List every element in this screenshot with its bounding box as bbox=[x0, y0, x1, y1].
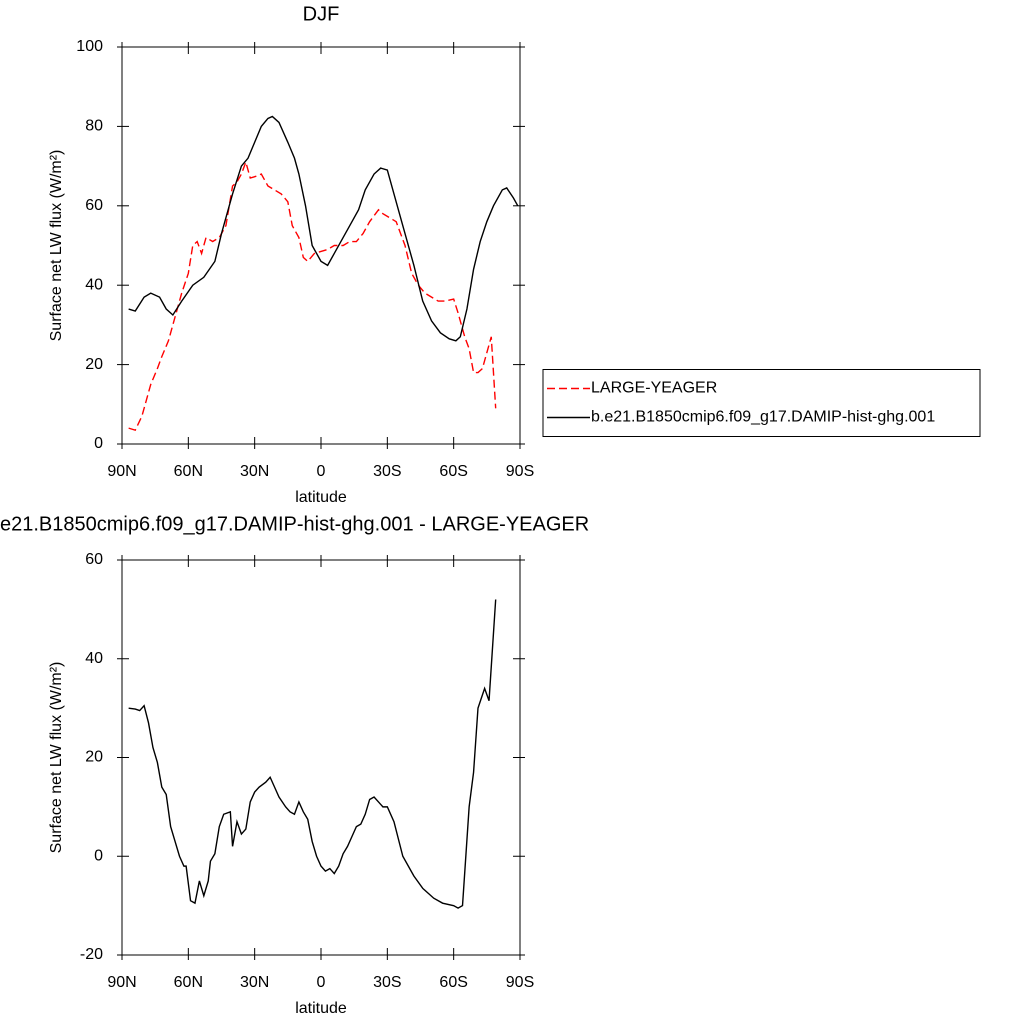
x-axis-label: latitude bbox=[295, 489, 347, 506]
x-tick-label: 0 bbox=[317, 974, 326, 991]
y-tick-label: 60 bbox=[85, 551, 103, 568]
x-tick-label: 0 bbox=[317, 463, 326, 480]
data-line bbox=[128, 599, 497, 909]
x-tick-label: 90S bbox=[506, 974, 534, 991]
y-tick-label: 0 bbox=[94, 847, 103, 864]
x-tick-label: 30S bbox=[373, 974, 401, 991]
y-tick-label: 0 bbox=[94, 435, 103, 452]
data-line bbox=[128, 159, 497, 431]
x-tick-label: 60N bbox=[174, 463, 203, 480]
x-tick-label: 60N bbox=[174, 974, 203, 991]
x-tick-label: 60S bbox=[439, 974, 467, 991]
legend-label: b.e21.B1850cmip6.f09_g17.DAMIP-hist-ghg.… bbox=[591, 409, 935, 426]
x-tick-label: 30N bbox=[240, 463, 269, 480]
chart-title: e21.B1850cmip6.f09_g17.DAMIP-hist-ghg.00… bbox=[0, 513, 589, 535]
y-tick-label: 20 bbox=[85, 356, 103, 373]
data-line bbox=[128, 115, 519, 342]
plot-frame bbox=[121, 559, 521, 956]
chart-title: DJF bbox=[303, 3, 340, 25]
x-tick-label: 30S bbox=[373, 463, 401, 480]
y-tick-label: 80 bbox=[85, 118, 103, 135]
x-tick-label: 90S bbox=[506, 463, 534, 480]
y-tick-label: 60 bbox=[85, 197, 103, 214]
y-axis-label: Surface net LW flux (W/m²) bbox=[48, 150, 65, 342]
plot-frame bbox=[121, 46, 521, 445]
x-tick-label: 90N bbox=[107, 463, 136, 480]
y-tick-label: 40 bbox=[85, 276, 103, 293]
x-tick-label: 90N bbox=[107, 974, 136, 991]
x-tick-label: 60S bbox=[439, 463, 467, 480]
y-tick-label: 20 bbox=[85, 749, 103, 766]
x-tick-label: 30N bbox=[240, 974, 269, 991]
y-axis-label: Surface net LW flux (W/m²) bbox=[48, 662, 65, 854]
y-tick-label: -20 bbox=[80, 946, 103, 963]
legend-box bbox=[542, 369, 981, 437]
y-tick-label: 40 bbox=[85, 650, 103, 667]
x-axis-label: latitude bbox=[295, 1000, 347, 1017]
y-tick-label: 100 bbox=[76, 38, 103, 55]
legend-label: LARGE-YEAGER bbox=[591, 380, 717, 397]
